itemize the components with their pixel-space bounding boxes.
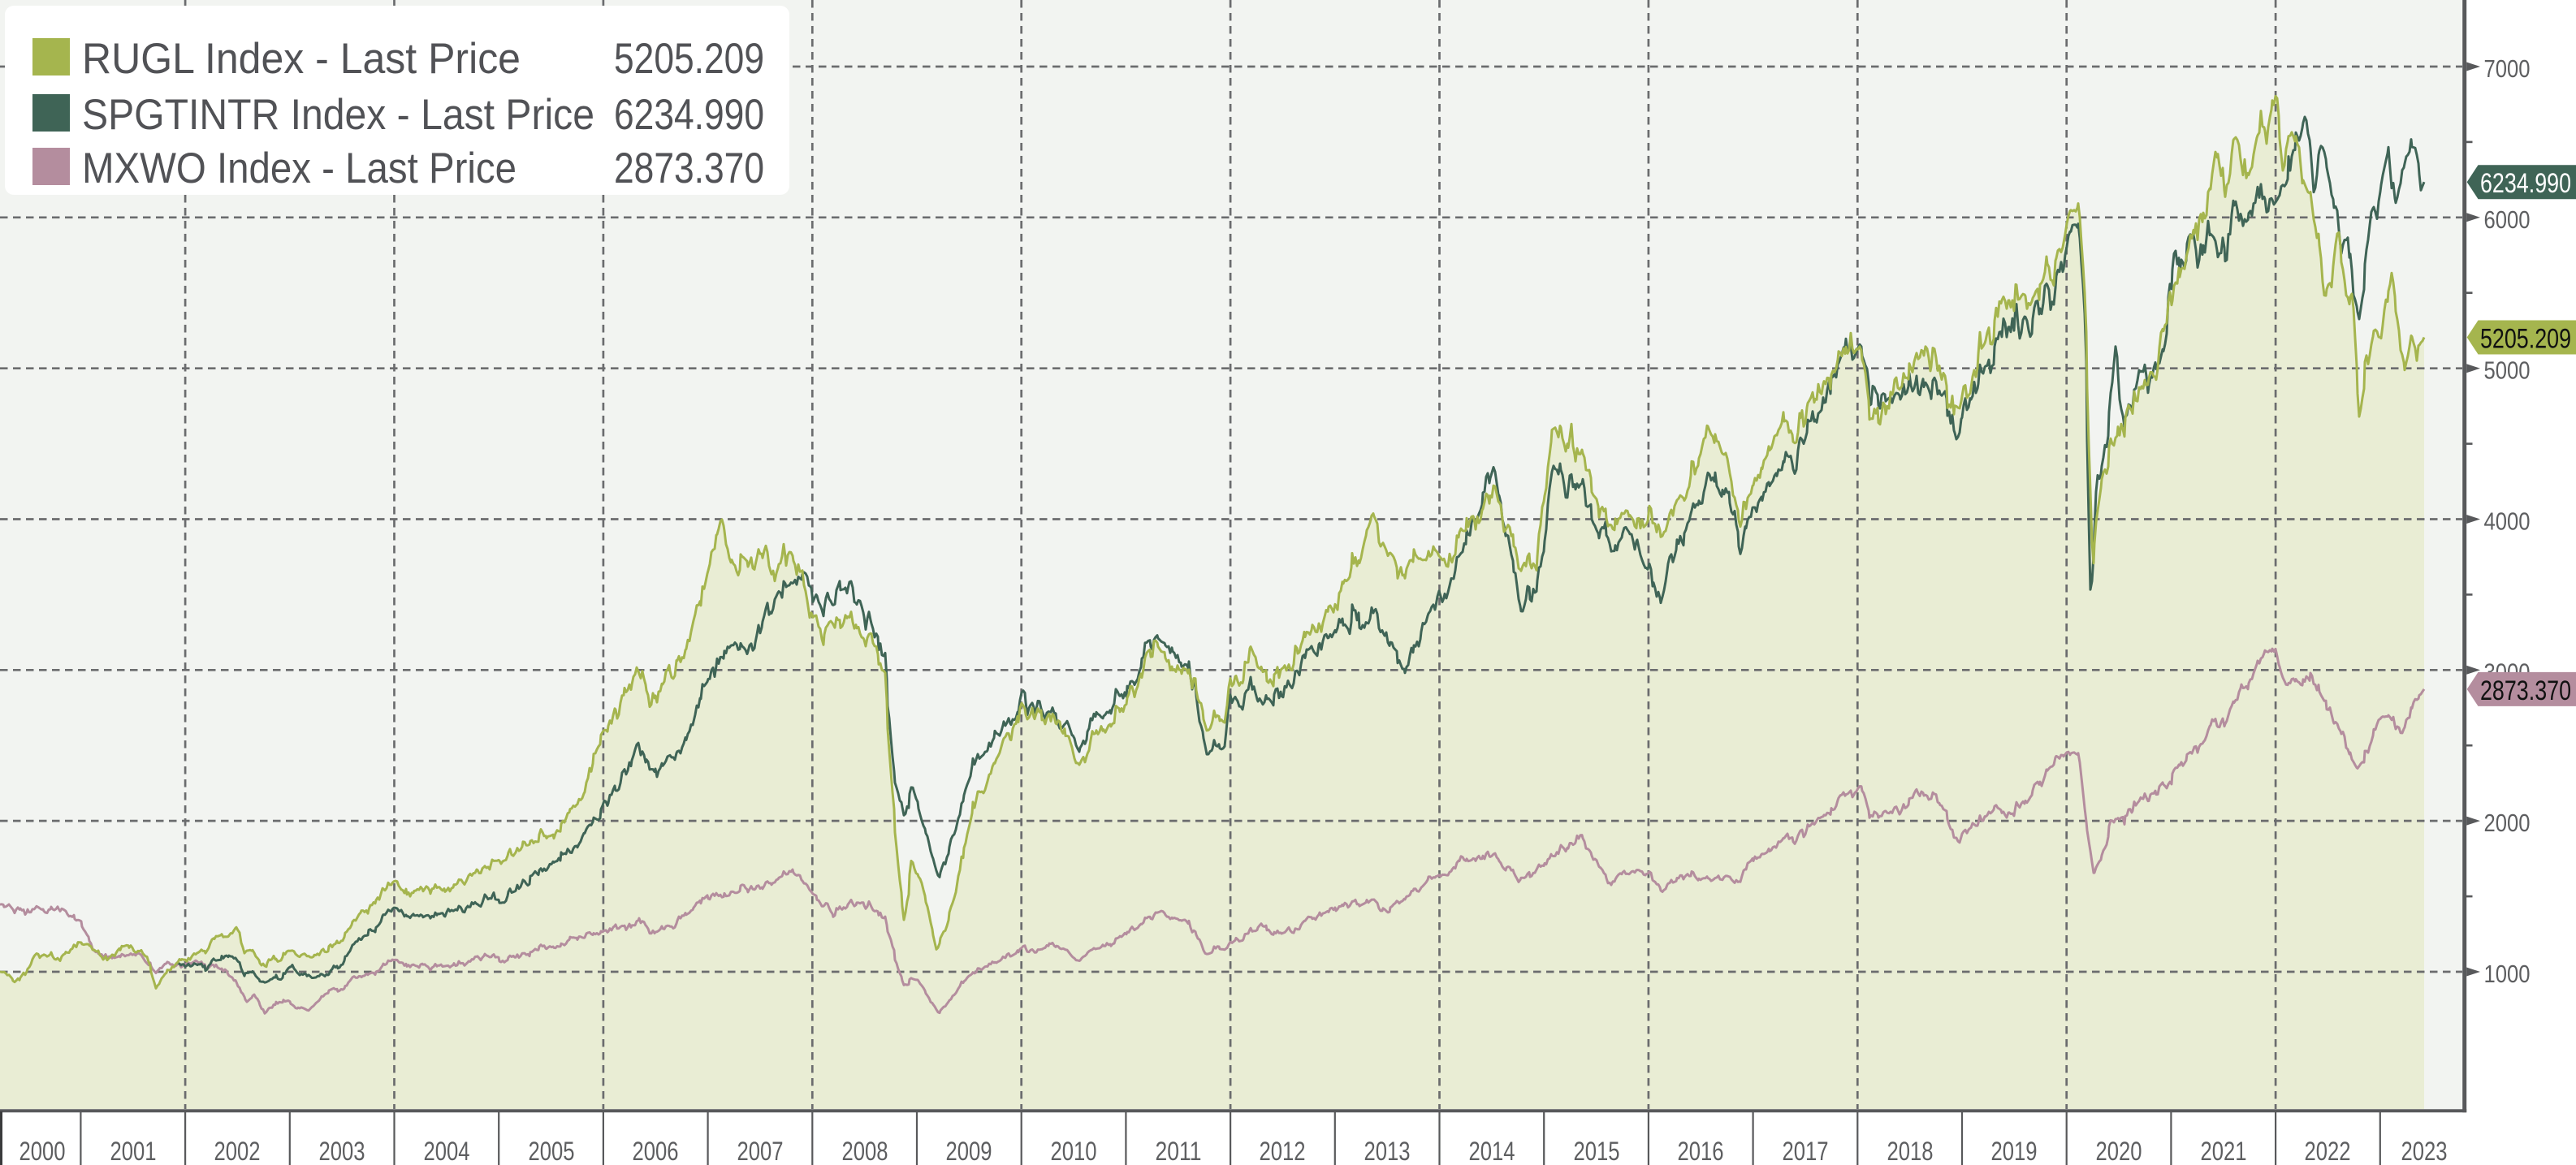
svg-text:2022: 2022 (2305, 1137, 2351, 1165)
svg-text:2007: 2007 (737, 1137, 784, 1165)
svg-text:2013: 2013 (1364, 1137, 1411, 1165)
svg-text:2017: 2017 (1783, 1137, 1829, 1165)
svg-text:2019: 2019 (1991, 1137, 2038, 1165)
svg-text:MXWO Index - Last Price: MXWO Index - Last Price (82, 145, 516, 192)
svg-text:5205.209: 5205.209 (614, 35, 764, 83)
svg-text:2010: 2010 (1051, 1137, 1097, 1165)
svg-text:2009: 2009 (946, 1137, 992, 1165)
svg-text:2003: 2003 (319, 1137, 365, 1165)
svg-text:7000: 7000 (2484, 54, 2531, 83)
svg-text:5000: 5000 (2484, 356, 2531, 385)
svg-text:2008: 2008 (842, 1137, 888, 1165)
svg-text:RUGL Index - Last Price: RUGL Index - Last Price (82, 35, 521, 83)
svg-text:2021: 2021 (2201, 1137, 2247, 1165)
svg-text:2004: 2004 (424, 1137, 470, 1165)
svg-text:2020: 2020 (2096, 1137, 2142, 1165)
svg-text:2873.370: 2873.370 (2480, 675, 2571, 706)
svg-text:2014: 2014 (1469, 1137, 1515, 1165)
svg-text:2001: 2001 (110, 1137, 157, 1165)
svg-text:2002: 2002 (214, 1137, 261, 1165)
svg-text:2023: 2023 (2401, 1137, 2448, 1165)
svg-text:5205.209: 5205.209 (2480, 324, 2571, 355)
svg-text:2005: 2005 (529, 1137, 575, 1165)
svg-text:2000: 2000 (19, 1137, 66, 1165)
svg-text:4000: 4000 (2484, 507, 2531, 536)
svg-text:6234.990: 6234.990 (614, 91, 764, 139)
svg-text:2000: 2000 (2484, 809, 2531, 837)
svg-text:2006: 2006 (633, 1137, 679, 1165)
svg-text:SPGTINTR Index - Last Price: SPGTINTR Index - Last Price (82, 91, 594, 139)
svg-text:2011: 2011 (1156, 1137, 1202, 1165)
svg-text:2018: 2018 (1887, 1137, 1934, 1165)
svg-text:2873.370: 2873.370 (614, 145, 764, 192)
svg-text:6000: 6000 (2484, 205, 2531, 234)
svg-text:6234.990: 6234.990 (2480, 168, 2571, 199)
svg-text:1000: 1000 (2484, 960, 2531, 988)
svg-text:2015: 2015 (1574, 1137, 1620, 1165)
svg-text:2016: 2016 (1678, 1137, 1724, 1165)
svg-text:2012: 2012 (1260, 1137, 1306, 1165)
